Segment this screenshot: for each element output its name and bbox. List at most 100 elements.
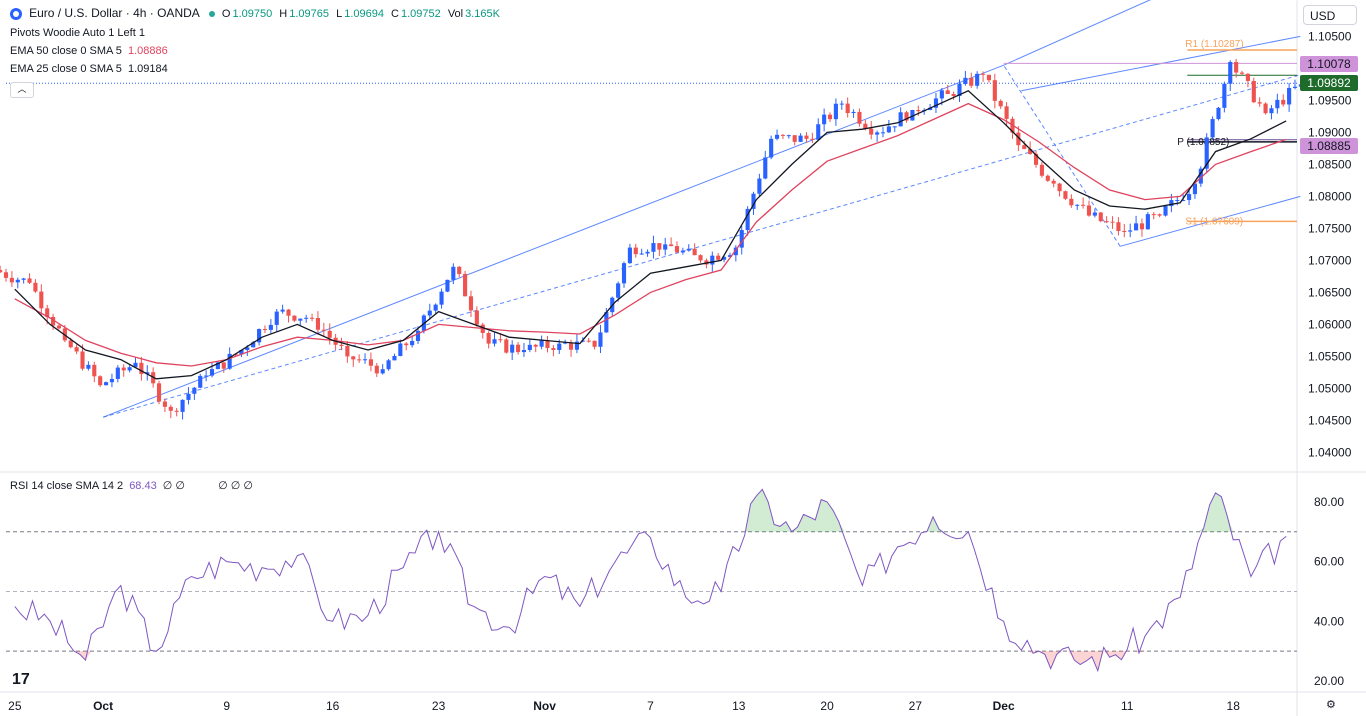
candle-body	[769, 138, 774, 158]
candle-body	[863, 123, 868, 129]
candle-body	[145, 372, 150, 375]
candle-body	[692, 248, 697, 256]
candle-body	[33, 282, 38, 292]
candle-body	[810, 138, 815, 140]
candle-body	[109, 378, 115, 383]
candle-body	[928, 107, 933, 111]
rsi-oversold-fill	[1080, 651, 1087, 665]
candle-body	[21, 278, 26, 280]
high-value: 1.09765	[289, 8, 330, 20]
candle-body	[315, 318, 321, 330]
price-tick-label: 1.04500	[1308, 413, 1352, 427]
time-tick-label: 7	[647, 699, 654, 713]
candle-body	[963, 77, 968, 84]
candle-body	[822, 114, 827, 125]
candle-body	[162, 401, 167, 407]
candle-body	[51, 316, 56, 326]
candle-body	[1228, 62, 1233, 84]
candle-body	[292, 315, 297, 321]
pivots-legend[interactable]: Pivots Woodie Auto 1 Left 1	[10, 26, 145, 40]
time-tick-label: 16	[326, 699, 340, 713]
symbol-title[interactable]: Euro / U.S. Dollar · 4h · OANDA	[29, 6, 200, 20]
candle-body	[392, 356, 397, 361]
candle-body	[1292, 86, 1298, 88]
price-tick-label: 1.09500	[1308, 93, 1352, 107]
candle-body	[410, 340, 415, 346]
candle-body	[1234, 62, 1239, 73]
ema50-legend[interactable]: EMA 50 close 0 SMA 5 1.08886	[10, 44, 168, 58]
candle-body	[568, 342, 574, 350]
rsi-overbought-fill	[797, 514, 804, 532]
settings-gear-icon[interactable]: ⚙	[1326, 699, 1336, 711]
collapse-legend-button[interactable]: ︿	[10, 82, 34, 98]
candle-body	[751, 193, 756, 209]
candle-body	[880, 132, 886, 134]
candle-body	[1163, 206, 1168, 216]
vol-label: Vol	[447, 8, 464, 20]
candle-body	[1139, 223, 1145, 230]
candle-body	[404, 343, 409, 346]
candle-body	[115, 367, 120, 379]
candle-body	[904, 112, 909, 121]
ema25-line	[14, 90, 1287, 380]
tradingview-logo-icon: 17	[12, 671, 30, 688]
candle-body	[327, 330, 332, 338]
candle-body	[1287, 87, 1292, 105]
rsi-overbought-fill	[803, 514, 810, 532]
ema25-legend[interactable]: EMA 25 close 0 SMA 5 1.09184	[10, 62, 168, 76]
rsi-legend[interactable]: RSI 14 close SMA 14 2 68.43 ∅ ∅ ∅ ∅ ∅	[10, 479, 253, 493]
candle-body	[798, 135, 803, 142]
currency-select[interactable]: USD	[1303, 5, 1357, 25]
candle-body	[663, 244, 668, 250]
candle-body	[786, 135, 791, 137]
candle-body	[774, 134, 780, 139]
price-tick-label: 1.04000	[1308, 445, 1352, 459]
time-tick-label: 20	[820, 699, 834, 713]
candle-body	[27, 278, 32, 283]
close-label: C	[391, 8, 399, 20]
symbol-legend: Euro / U.S. Dollar · 4h · OANDA O 1.09750…	[10, 6, 500, 21]
ema50-line	[14, 102, 1287, 367]
candle-body	[510, 344, 515, 353]
candle-body	[1057, 183, 1062, 192]
candle-body	[1134, 223, 1139, 231]
candle-body	[992, 80, 997, 101]
rsi-oversold-fill	[1027, 651, 1034, 654]
candle-body	[574, 341, 579, 350]
candle-body	[792, 135, 797, 142]
candle-body	[869, 128, 874, 135]
candle-body	[1116, 222, 1121, 231]
candle-body	[951, 94, 956, 97]
candle-body	[1086, 205, 1092, 216]
candle-body	[474, 310, 479, 325]
time-tick-label: Nov	[533, 699, 556, 713]
rsi-oversold-fill	[1086, 651, 1092, 662]
candle-body	[563, 342, 568, 344]
candle-body	[616, 283, 621, 298]
candle-body	[969, 77, 974, 86]
candle-body	[551, 348, 556, 350]
candle-body	[710, 255, 715, 265]
candle-body	[257, 329, 262, 343]
candle-body	[651, 243, 656, 252]
candle-body	[1169, 200, 1174, 207]
candle-body	[986, 74, 991, 81]
candle-body	[898, 112, 903, 127]
candle-body	[380, 369, 385, 374]
candle-body	[445, 279, 450, 292]
rsi-overbought-fill	[815, 499, 822, 532]
candle-body	[892, 126, 897, 128]
price-tick-label: 1.07500	[1308, 221, 1352, 235]
candle-body	[103, 382, 109, 386]
candle-body	[1157, 214, 1162, 216]
candle-body	[98, 376, 103, 386]
candle-body	[1269, 108, 1274, 114]
candle-body	[980, 73, 986, 75]
candle-body	[439, 291, 444, 305]
candle-body	[1075, 204, 1080, 206]
rsi-value: 68.43	[129, 480, 157, 492]
price-tick-label: 1.08000	[1308, 189, 1352, 203]
candle-body	[680, 250, 685, 253]
candle-body	[533, 344, 538, 347]
